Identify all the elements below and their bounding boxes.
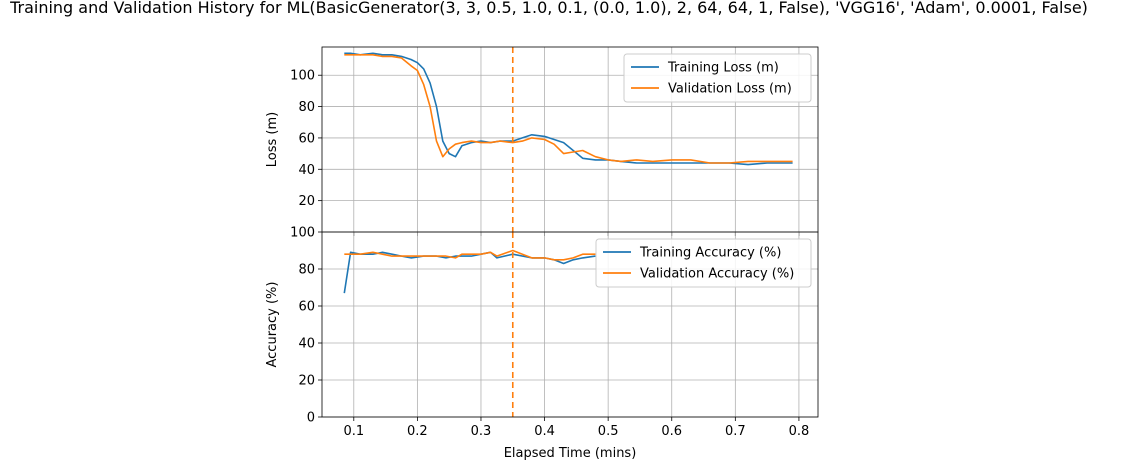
y-tick-label: 40 — [298, 163, 315, 178]
x-tick-label: 0.3 — [471, 424, 492, 439]
y-tick-label: 80 — [298, 100, 315, 115]
y-tick-label: 60 — [298, 300, 315, 315]
series-line-validation-loss-m — [344, 53, 793, 164]
legend: Training Loss (m) Validation Loss (m) — [623, 53, 812, 103]
y-tick-label: 0 — [307, 411, 315, 426]
y-axis-label: Loss (m) — [265, 112, 280, 167]
y-tick-label: 100 — [290, 226, 315, 241]
x-tick-label: 0.5 — [598, 424, 619, 439]
axes-frame — [321, 231, 819, 418]
y-tick-label: 60 — [298, 131, 315, 146]
legend-label: Validation Accuracy (%) — [640, 267, 794, 282]
loss-axes: 20 40 60 80 100 Loss (m) Training Loss (m) Vali… — [265, 46, 819, 236]
y-tick-label: 100 — [290, 69, 315, 84]
series-line-validation-accuracy — [344, 249, 596, 261]
y-tick-label: 80 — [298, 263, 315, 278]
legend-box — [623, 53, 812, 103]
x-tick-label: 0.1 — [343, 424, 364, 439]
legend-label: Training Loss (m) — [667, 61, 779, 76]
legend-label: Training Accuracy (%) — [639, 246, 781, 261]
x-tick-label: 0.4 — [534, 424, 555, 439]
legend: Training Accuracy (%) Validation Accuracy… — [595, 238, 812, 288]
y-tick-label: 20 — [298, 374, 315, 389]
x-tick-label: 0.2 — [407, 424, 428, 439]
x-tick-label: 0.8 — [789, 424, 810, 439]
x-tick-label: 0.6 — [661, 424, 682, 439]
y-tick-label: 40 — [298, 337, 315, 352]
chart-title: Training and Validation History for ML(B… — [9, 0, 1088, 17]
legend-label: Validation Loss (m) — [668, 82, 792, 97]
accuracy-axes: 0 20 40 60 80 100 0.1 0.2 0.3 0.4 0.5 0.6 0.7 0.8 Accu… — [265, 226, 819, 460]
legend-box — [595, 238, 812, 288]
series-line-training-accuracy — [343, 251, 596, 294]
y-tick-label: 20 — [298, 194, 315, 209]
x-tick-label: 0.7 — [725, 424, 746, 439]
x-axis-label: Elapsed Time (mins) — [504, 446, 637, 460]
y-axis-label: Accuracy (%) — [265, 282, 280, 368]
